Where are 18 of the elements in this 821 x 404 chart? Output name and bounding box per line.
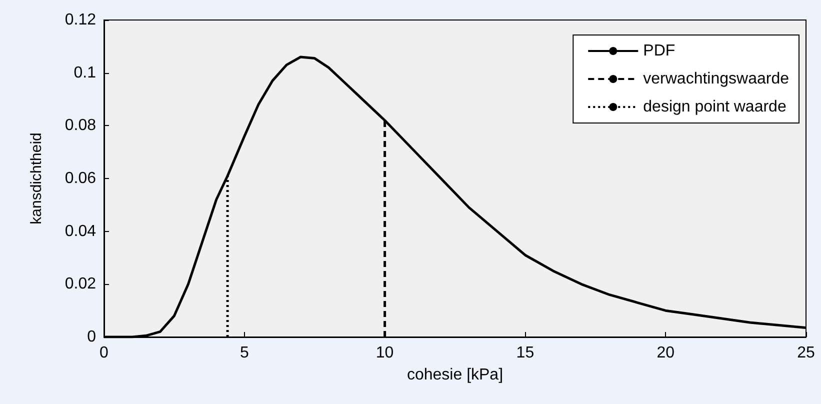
y-tick-label: 0.12 <box>64 12 96 28</box>
x-tick-label: 0 <box>100 344 109 362</box>
x-tick-label: 10 <box>376 344 394 362</box>
y-tick-label: 0.08 <box>64 117 96 134</box>
y-tick-label: 0.1 <box>74 64 96 82</box>
x-tick-label: 5 <box>240 344 249 362</box>
y-tick-label: 0.02 <box>64 276 96 293</box>
x-tick-label: 20 <box>656 344 675 362</box>
x-tick-label: 25 <box>797 344 815 362</box>
legend-label: verwachtingswaarde <box>643 70 790 88</box>
legend-label: design point waarde <box>643 98 786 116</box>
x-axis-title: cohesie [kPa] <box>406 366 504 384</box>
x-tick-label: 15 <box>516 344 534 362</box>
y-tick-label: 0 <box>87 328 96 346</box>
y-tick-label: 0.04 <box>64 222 96 240</box>
legend-label: PDF <box>643 42 676 60</box>
y-axis-title: kansdichtheid <box>28 132 45 224</box>
y-tick-label: 0.06 <box>64 170 96 187</box>
